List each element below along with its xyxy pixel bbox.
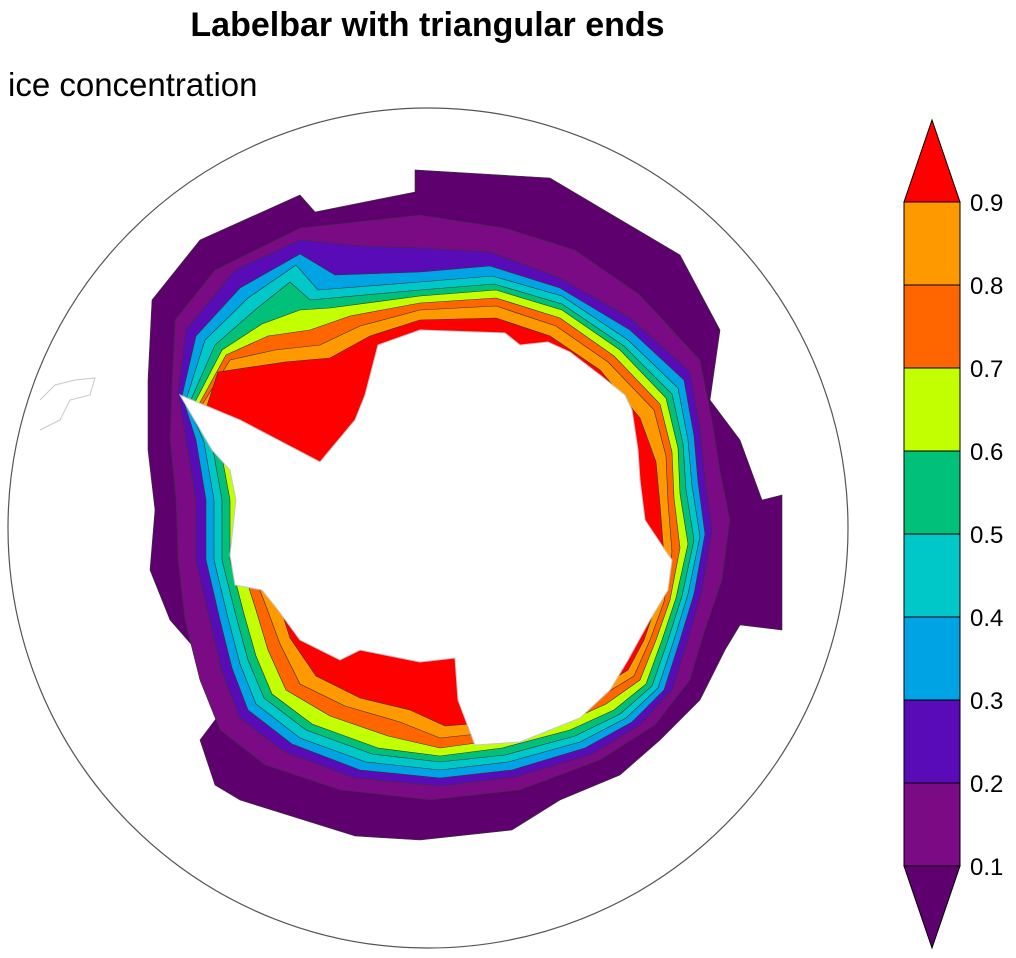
labelbar-tick-label: 0.6 (970, 439, 1003, 466)
labelbar-tick-label: 0.4 (970, 605, 1003, 632)
labelbar-box (903, 201, 961, 286)
labelbar-box (903, 699, 961, 784)
labelbar-tick-label: 0.9 (970, 190, 1003, 217)
labelbar-tick-label: 0.8 (970, 273, 1003, 300)
labelbar-box (903, 367, 961, 452)
labelbar-box (903, 616, 961, 701)
labelbar: 0.9 0.8 0.7 0.6 0.5 0.4 0.3 0.2 0.1 (903, 118, 1003, 950)
labelbar-tick-label: 0.1 (970, 854, 1003, 881)
labelbar-bottom-triangle (903, 865, 961, 950)
labelbar-top-triangle (903, 118, 961, 203)
ice-field (39, 169, 783, 841)
map-border (7, 107, 849, 949)
labelbar-box (903, 284, 961, 369)
labelbar-tick-label: 0.7 (970, 356, 1003, 383)
plot-title: Labelbar with triangular ends (190, 6, 665, 44)
labelbar-tick-label: 0.3 (970, 688, 1003, 715)
antarctica-land (178, 329, 673, 746)
labelbar-box (903, 782, 961, 867)
labelbar-tick-label: 0.2 (970, 771, 1003, 798)
plot-subtitle: ice concentration (8, 66, 258, 103)
south-america-tip (39, 377, 96, 431)
labelbar-box (903, 533, 961, 618)
labelbar-tick-label: 0.5 (970, 522, 1003, 549)
labelbar-box (903, 450, 961, 535)
